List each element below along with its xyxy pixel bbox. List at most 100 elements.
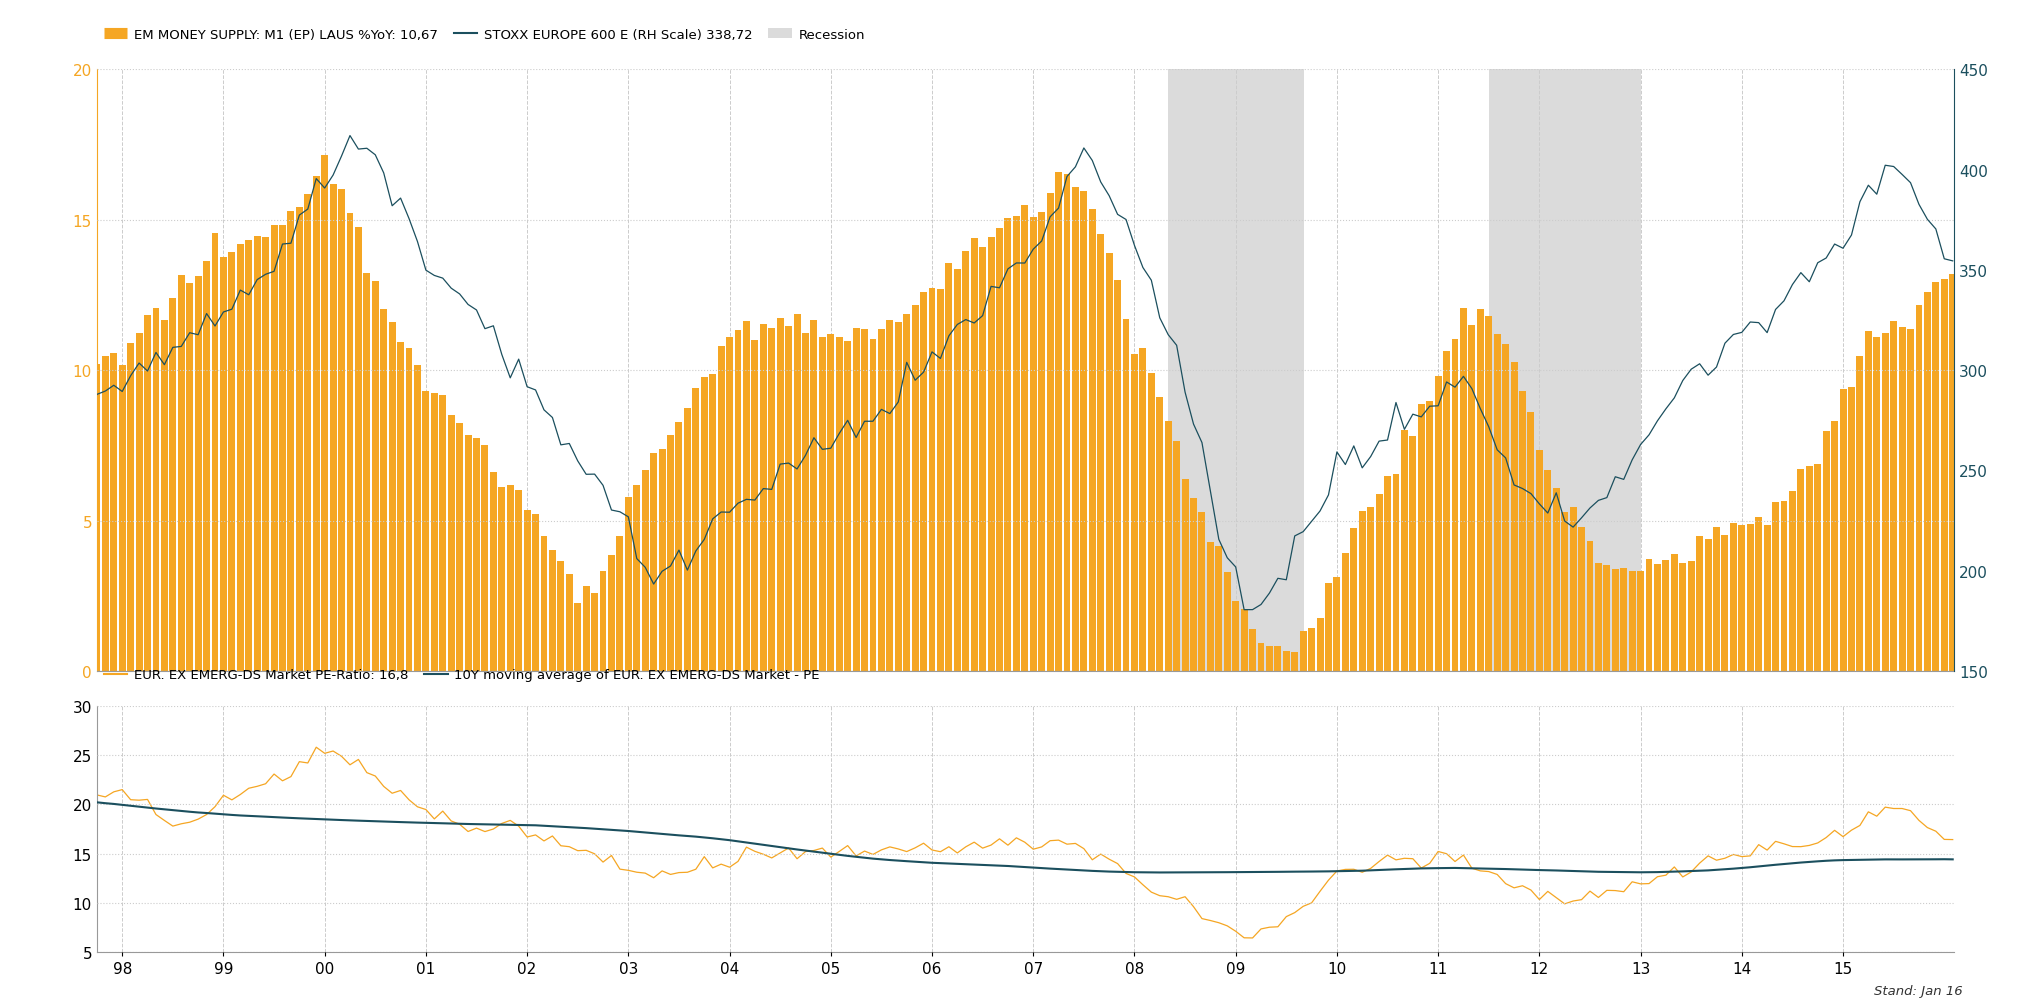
Bar [878,330,884,671]
Bar [1452,340,1458,671]
Bar [1139,349,1147,671]
Bar [600,571,606,671]
Bar [860,330,868,671]
Bar [1300,631,1306,671]
Bar [1528,413,1534,671]
Bar [963,253,969,671]
Bar [101,357,109,671]
Bar [1510,363,1518,671]
Bar [228,253,236,671]
Bar [1587,541,1593,671]
Bar [676,423,682,671]
Bar [1839,390,1847,671]
Bar [1815,465,1821,671]
Bar [440,396,446,671]
Bar [1149,374,1155,671]
Bar [1831,422,1837,671]
Bar [1367,508,1375,671]
Bar [634,486,640,671]
Bar [178,276,184,671]
Bar [1823,432,1829,671]
Bar [34,412,40,671]
Bar [111,353,117,671]
Bar [573,603,581,671]
Bar [557,561,565,671]
Bar [135,334,143,671]
Bar [1874,338,1880,671]
Bar [1333,578,1341,671]
Bar [1173,441,1179,671]
Bar [1181,479,1189,671]
Bar [1662,561,1670,671]
Bar [1056,172,1062,671]
Bar [244,240,252,671]
Bar [684,409,690,671]
Bar [1579,527,1585,671]
Bar [1064,175,1070,671]
Bar [1308,628,1314,671]
Bar [642,471,648,671]
Bar [1536,450,1543,671]
Bar [836,338,842,671]
Bar [1488,70,1641,671]
Bar [1232,601,1240,671]
Text: Stand: Jan 16: Stand: Jan 16 [1874,984,1962,997]
Bar [371,282,380,671]
Bar [1866,332,1872,671]
Bar [1738,525,1744,671]
Bar [186,284,194,671]
Bar [802,334,810,671]
Bar [1088,209,1096,671]
Bar [1722,535,1728,671]
Bar [1207,542,1213,671]
Bar [1746,525,1755,671]
Bar [1393,475,1399,671]
Bar [1114,281,1121,671]
Bar [1215,546,1221,671]
Bar [769,329,775,671]
Bar [1460,309,1468,671]
Bar [777,319,783,671]
Bar [499,488,505,671]
Bar [979,247,985,671]
Bar [1425,402,1433,671]
Bar [1292,652,1298,671]
Bar [1282,651,1290,671]
Bar [1436,377,1442,671]
Bar [69,376,75,671]
Bar [220,259,226,671]
Bar [616,536,624,671]
Bar [262,237,269,671]
Bar [1266,646,1272,671]
Bar [793,315,800,671]
Bar [1165,422,1171,671]
Bar [666,436,674,671]
Bar [1038,212,1046,671]
Bar [1755,517,1763,671]
Bar [305,194,311,671]
Bar [1882,334,1888,671]
Bar [481,446,489,671]
Bar [143,316,151,671]
Bar [515,490,523,671]
Bar [533,515,539,671]
Bar [1890,322,1898,671]
Bar [380,310,388,671]
Bar [1072,187,1078,671]
Bar [119,366,125,671]
Bar [1672,554,1678,671]
Bar [987,238,995,671]
Bar [1324,583,1333,671]
Bar [1417,405,1425,671]
Bar [583,586,590,671]
Bar [1730,524,1736,671]
Bar [321,156,329,671]
Bar [1494,335,1500,671]
Bar [1908,330,1914,671]
Bar [1359,512,1365,671]
Bar [735,331,741,671]
Bar [1131,355,1139,671]
Bar [1645,560,1652,671]
Bar [1167,70,1304,671]
Bar [1789,492,1795,671]
